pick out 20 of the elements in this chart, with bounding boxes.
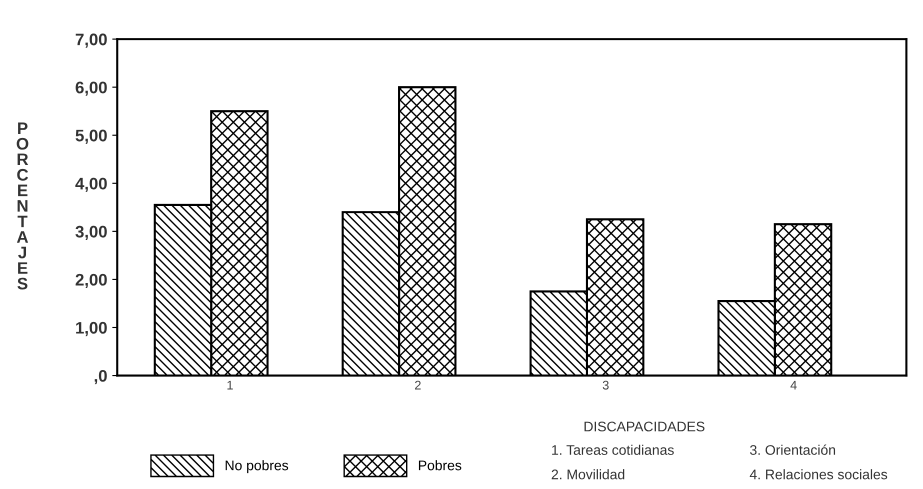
y-tick-label: 1,00 xyxy=(76,322,107,336)
y-tick-label: 3,00 xyxy=(75,226,107,240)
text: 4. Relaciones sociales xyxy=(750,469,888,480)
x-axis-title: DISCAPACIDADES xyxy=(584,422,704,432)
y-tick-label: 6,00 xyxy=(76,82,107,96)
x-tick-label: 3 xyxy=(602,380,609,390)
text: 1. Tareas cotidianas xyxy=(552,444,674,455)
y-tick-label: 7,00 xyxy=(76,34,107,48)
text: 3. Orientación xyxy=(750,444,836,455)
text: 2. Movilidad xyxy=(552,469,624,480)
x-tick-label: 4 xyxy=(790,380,797,390)
legend-label: Pobres xyxy=(418,460,462,470)
x-tick-label: 1 xyxy=(227,380,233,390)
y-tick-label: ,0 xyxy=(94,370,107,384)
y-tick-label: 5,00 xyxy=(76,130,107,144)
y-tick-label: 2,00 xyxy=(76,274,107,288)
x-tick-label: 2 xyxy=(415,380,421,390)
y-tick-label: 4,00 xyxy=(75,178,107,192)
text: PORCENTAJES xyxy=(16,122,28,290)
legend-label: No pobres xyxy=(226,460,288,474)
